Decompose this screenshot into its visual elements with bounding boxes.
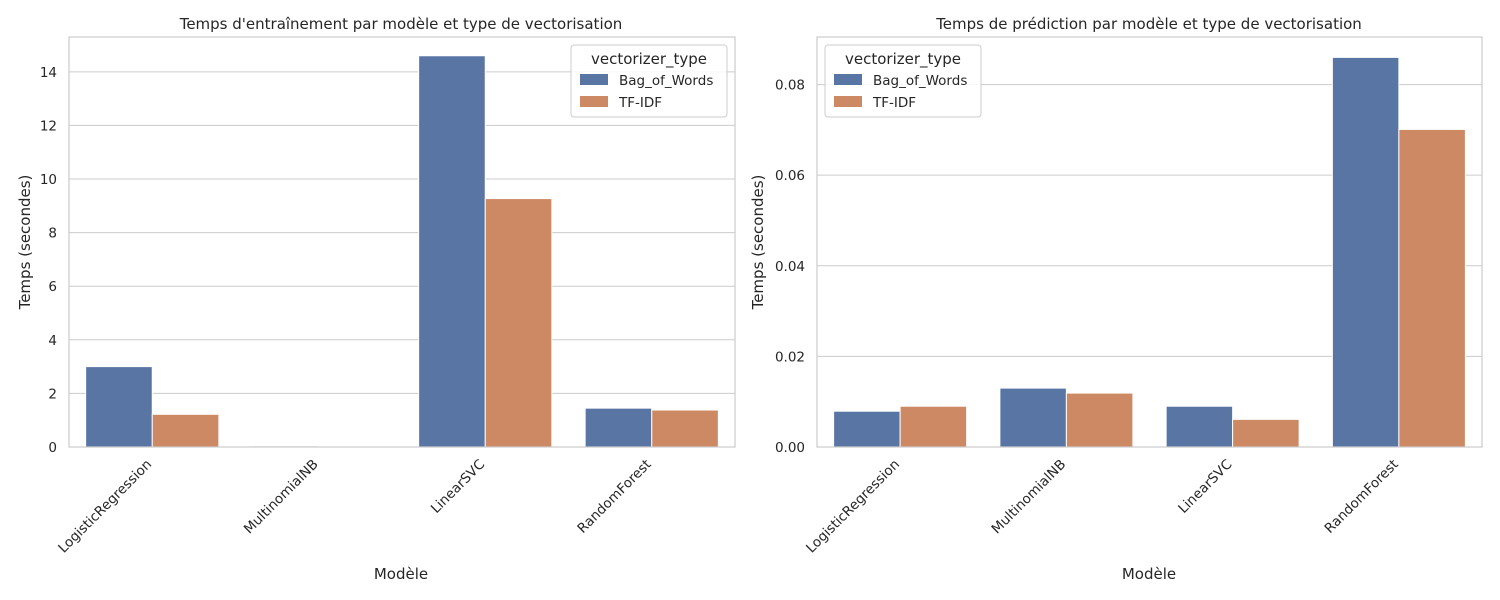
y-tick-label: 0.02 bbox=[775, 349, 805, 365]
bar-tf-idf-randomforest bbox=[1398, 128, 1466, 448]
bar-bag-of-words-linearsvc bbox=[1165, 405, 1234, 448]
bar-tf-idf-logisticregression bbox=[151, 413, 220, 448]
legend: vectorizer_type Bag_of_Words TF-IDF bbox=[570, 44, 728, 118]
x-tick-label: LogisticRegression bbox=[803, 457, 903, 557]
training-time-chart: Temps d'entraînement par modèle et type … bbox=[16, 15, 736, 583]
x-tick-label: LinearSVC bbox=[428, 457, 488, 517]
bar-tf-idf-linearsvc bbox=[1232, 418, 1300, 448]
bar-bag-of-words-logisticregression bbox=[833, 410, 901, 448]
bar-bag-of-words-multinomialnb bbox=[999, 387, 1067, 448]
bar-bag-of-words-linearsvc bbox=[418, 55, 486, 448]
y-tick-label: 6 bbox=[48, 279, 57, 295]
y-tick-label: 0.06 bbox=[775, 168, 805, 184]
y-tick-label: 2 bbox=[48, 386, 57, 402]
x-tick-label: MultinomialNB bbox=[241, 457, 322, 538]
legend-label: TF-IDF bbox=[872, 95, 916, 111]
legend-swatch-bag-of-words bbox=[834, 74, 862, 85]
legend-title: vectorizer_type bbox=[845, 50, 961, 69]
bar-tf-idf-logisticregression bbox=[899, 405, 968, 448]
legend-label: TF-IDF bbox=[618, 95, 662, 111]
legend-title: vectorizer_type bbox=[591, 50, 707, 69]
legend-label: Bag_of_Words bbox=[873, 73, 967, 89]
legend-swatch-tf-idf bbox=[834, 96, 862, 107]
y-tick-label: 0.00 bbox=[775, 440, 805, 456]
x-tick-label: RandomForest bbox=[574, 457, 654, 537]
legend-box bbox=[570, 44, 728, 118]
bar-bag-of-words-logisticregression bbox=[85, 366, 153, 448]
x-tick-label: LogisticRegression bbox=[55, 457, 155, 557]
y-tick-label: 0.04 bbox=[775, 259, 805, 275]
chart-title: Temps d'entraînement par modèle et type … bbox=[179, 15, 623, 33]
x-axis-label: Modèle bbox=[1122, 565, 1176, 583]
y-tick-label: 8 bbox=[48, 226, 57, 242]
y-tick-label: 4 bbox=[48, 333, 57, 349]
x-tick-label: RandomForest bbox=[1322, 457, 1402, 537]
x-tick-label: LinearSVC bbox=[1175, 457, 1235, 517]
legend-label: Bag_of_Words bbox=[619, 73, 713, 89]
x-axis-label: Modèle bbox=[374, 565, 428, 583]
chart-title: Temps de prédiction par modèle et type d… bbox=[935, 15, 1362, 33]
y-tick-label: 0.08 bbox=[775, 78, 805, 94]
plot-frame bbox=[816, 36, 1483, 448]
bar-tf-idf-linearsvc bbox=[484, 198, 553, 448]
legend-swatch-tf-idf bbox=[580, 96, 608, 107]
x-tick-label: MultinomialNB bbox=[989, 457, 1070, 538]
y-tick-label: 14 bbox=[40, 65, 57, 81]
bar-bag-of-words-randomforest bbox=[584, 407, 653, 448]
bar-tf-idf-randomforest bbox=[651, 409, 719, 448]
legend: vectorizer_type Bag_of_Words TF-IDF bbox=[824, 44, 982, 118]
bar-tf-idf-multinomialnb bbox=[1065, 392, 1134, 448]
y-tick-label: 10 bbox=[40, 172, 57, 188]
y-tick-label: 12 bbox=[40, 118, 57, 134]
bar-bag-of-words-randomforest bbox=[1331, 56, 1400, 448]
y-axis-label: Temps (secondes) bbox=[749, 175, 767, 311]
prediction-time-chart: Temps de prédiction par modèle et type d… bbox=[749, 15, 1483, 583]
y-axis-label: Temps (secondes) bbox=[16, 175, 34, 311]
legend-swatch-bag-of-words bbox=[580, 74, 608, 85]
plot-frame bbox=[68, 36, 736, 448]
legend-box bbox=[824, 44, 982, 118]
y-tick-label: 0 bbox=[48, 440, 57, 456]
